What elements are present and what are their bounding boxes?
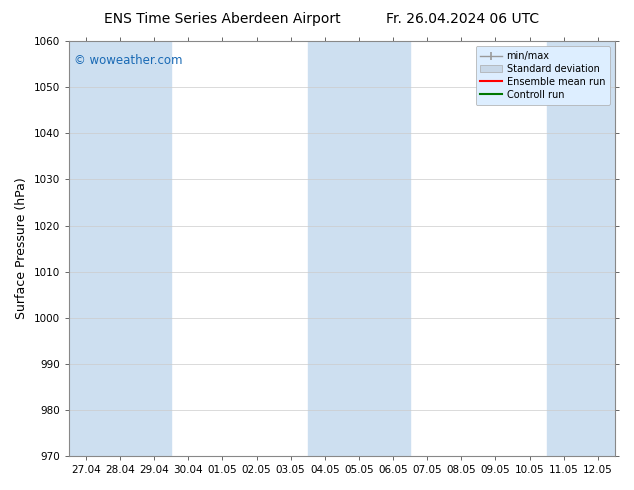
Text: ENS Time Series Aberdeen Airport: ENS Time Series Aberdeen Airport <box>103 12 340 26</box>
Bar <box>547 41 615 456</box>
Text: © woweather.com: © woweather.com <box>74 54 183 67</box>
Text: Fr. 26.04.2024 06 UTC: Fr. 26.04.2024 06 UTC <box>386 12 540 26</box>
Legend: min/max, Standard deviation, Ensemble mean run, Controll run: min/max, Standard deviation, Ensemble me… <box>476 46 610 104</box>
Bar <box>307 41 410 456</box>
Bar <box>69 41 171 456</box>
Y-axis label: Surface Pressure (hPa): Surface Pressure (hPa) <box>15 178 28 319</box>
